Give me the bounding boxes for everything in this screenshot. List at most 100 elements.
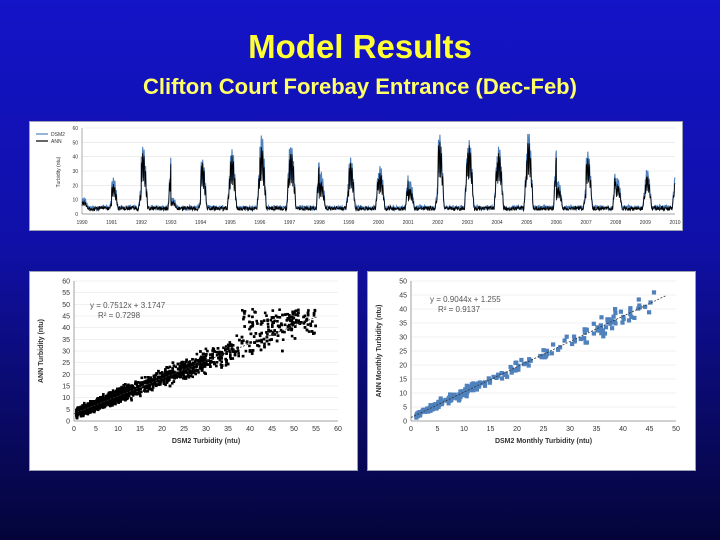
scatter-point [131, 394, 135, 397]
scatter-point [266, 322, 270, 326]
scatter-point [137, 384, 140, 388]
scatter-point [307, 309, 310, 312]
scatter-point [297, 308, 300, 312]
scatter-point [144, 386, 147, 390]
scatter-point [103, 402, 106, 405]
scatter-point [92, 409, 96, 412]
scatter-point [148, 379, 151, 382]
scatter-point [209, 365, 212, 368]
trendline [73, 316, 318, 414]
scatter-point [595, 328, 600, 333]
scatter-point [218, 354, 222, 357]
scatter-point [77, 409, 81, 412]
scatter-point [211, 349, 214, 352]
x-tick-label: 30 [202, 426, 210, 433]
y-tick-label: 45 [399, 293, 407, 300]
scatter-point [151, 386, 155, 389]
scatter-point [273, 333, 277, 336]
scatter-point [200, 364, 204, 368]
x-tick-label: 50 [672, 426, 680, 433]
scatter-point [229, 353, 232, 357]
scatter-point [253, 310, 256, 314]
time-series-chart: 0 10 20 30 40 50 60 1990 1991 1992 1993 1994 1995 199… [36, 126, 681, 226]
scatter-point [76, 409, 79, 412]
scatter-point [474, 387, 479, 392]
x-tick-label: 1991 [106, 220, 117, 226]
scatter-point [263, 342, 266, 346]
scatter-point [545, 351, 550, 357]
scatter-point [188, 371, 192, 375]
daily-scatter-chart: 0 5 10 15 20 25 30 35 40 45 50 55 60 0 5 10 15 20 25 30 35 40… [38, 279, 342, 446]
scatter-point [181, 373, 185, 376]
scatter-point [305, 328, 309, 332]
scatter-point [248, 349, 252, 352]
scatter-point [114, 394, 117, 397]
x-tick-label: 40 [619, 426, 627, 433]
scatter-point [306, 313, 310, 317]
legend-label: DSM2 [51, 132, 65, 138]
scatter-point [241, 309, 244, 312]
scatter-point [130, 397, 133, 400]
scatter-point [83, 406, 86, 409]
scatter-point [150, 380, 153, 383]
scatter-point [603, 325, 609, 330]
scatter-point [108, 396, 111, 399]
scatter-point [171, 382, 174, 385]
scatter-point [469, 382, 474, 387]
scatter-point [276, 334, 280, 337]
scatter-point [270, 338, 273, 341]
scatter-point [225, 359, 228, 362]
x-tick-label: 1999 [343, 220, 354, 226]
scatter-point [238, 338, 241, 342]
y-tick-label: 25 [399, 349, 407, 356]
scatter-point [105, 396, 108, 400]
scatter-point [262, 319, 266, 322]
scatter-point [94, 400, 97, 403]
scatter-point [637, 303, 642, 308]
scatter-point [491, 374, 496, 379]
x-tick-label: 10 [114, 426, 122, 433]
scatter-point [177, 371, 180, 375]
x-tick-label: 15 [136, 426, 144, 433]
scatter-point [171, 367, 174, 370]
scatter-point [172, 364, 176, 367]
scatter-point [111, 389, 115, 392]
scatter-point [636, 297, 641, 302]
scatter-point [126, 393, 129, 396]
scatter-point [186, 371, 189, 375]
scatter-point [141, 382, 145, 386]
scatter-point [90, 403, 93, 407]
scatter-point [185, 358, 188, 362]
scatter-point [92, 400, 95, 404]
scatter-point [125, 384, 129, 388]
scatter-point [204, 354, 208, 358]
scatter-point [99, 397, 103, 401]
scatter-point [602, 331, 608, 336]
scatter-point [203, 365, 207, 368]
scatter-point [182, 360, 185, 364]
scatter-point [153, 375, 156, 378]
scatter-point [134, 380, 137, 383]
y-tick-label: 30 [72, 169, 78, 175]
scatter-point [297, 311, 300, 314]
scatter-point [288, 318, 291, 321]
scatter-point [224, 345, 228, 348]
scatter-point [130, 398, 133, 402]
scatter-point [288, 314, 291, 317]
x-tick-label: 2005 [521, 220, 532, 226]
scatter-point [193, 363, 197, 366]
x-tick-label: 15 [487, 426, 495, 433]
scatter-point [211, 357, 214, 360]
scatter-point [126, 386, 130, 390]
x-tick-label: 20 [513, 426, 521, 433]
scatter-point [182, 370, 185, 374]
scatter-point [271, 321, 274, 324]
scatter-point [611, 314, 616, 319]
scatter-point [205, 353, 208, 356]
scatter-point [509, 370, 514, 375]
x-tick-label: 50 [290, 426, 298, 433]
scatter-point [127, 388, 131, 392]
y-tick-label: 40 [399, 307, 407, 314]
scatter-point [209, 361, 212, 364]
scatter-point [168, 384, 172, 388]
